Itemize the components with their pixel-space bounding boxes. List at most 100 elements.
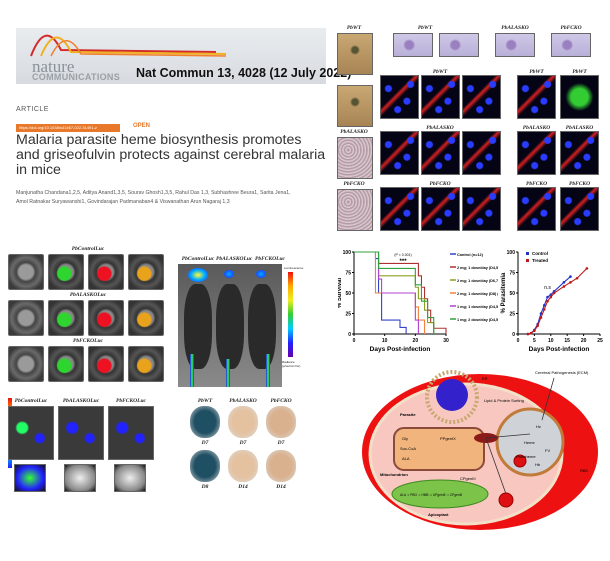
data-point-1 xyxy=(526,332,530,336)
brain-photo xyxy=(266,406,296,438)
mechanism-diagram: ER Parasite Mitochondrion Apicoplast FV … xyxy=(362,370,598,530)
he-image xyxy=(393,33,433,57)
fluorescence-label: PbWT xyxy=(572,69,587,75)
cell-image xyxy=(8,254,44,290)
apicoplast xyxy=(391,479,489,509)
fluorescence-label: PbFCKO xyxy=(568,181,591,187)
cell-row-label: PbControlLuc xyxy=(71,246,105,252)
organ-imaging-panel: PbControlLuc PbALASKOLuc PbFCKOLuc xyxy=(8,398,180,493)
label-heme-fv: Heme xyxy=(524,440,535,445)
organ-image xyxy=(58,406,104,460)
fluorescence-image xyxy=(560,187,599,231)
y-tick-label: 50 xyxy=(509,291,515,297)
fluorescence-image xyxy=(421,131,460,175)
fluorescence-image xyxy=(517,131,556,175)
data-point-1 xyxy=(539,316,543,319)
series-line-5 xyxy=(354,251,435,334)
data-point-1 xyxy=(529,331,533,335)
data-point-1 xyxy=(575,276,579,280)
data-point-1 xyxy=(552,291,556,295)
brain-photo xyxy=(190,450,220,482)
y-axis-label: % Survival xyxy=(338,277,343,308)
open-access-badge: OPEN xyxy=(133,123,151,129)
legend-entry: Control xyxy=(532,251,548,256)
label-ala: ALA xyxy=(402,456,410,461)
brain-label: PbALASKO xyxy=(229,398,257,404)
parasitemia-chart: 0 5 10 15 20 25 0 25 50 75 100 Days Post-infection%… xyxy=(501,250,603,353)
data-point-1 xyxy=(542,308,546,311)
cell-image xyxy=(8,346,44,382)
legend-swatch xyxy=(526,259,529,262)
brain-day: D14 xyxy=(238,484,248,490)
fluorescence-image xyxy=(560,131,599,175)
legend-entry: Control (n=12) xyxy=(457,253,484,257)
x-tick-label: 0 xyxy=(353,338,356,344)
cell-image xyxy=(88,254,124,290)
food-vacuole xyxy=(495,407,565,477)
cell-image xyxy=(48,346,84,382)
histology-label: PbWT xyxy=(346,25,362,31)
ihc-image xyxy=(337,33,373,75)
data-point-1 xyxy=(569,281,572,284)
x-tick-label: 30 xyxy=(443,338,449,344)
he-label: PbFCKO xyxy=(560,25,582,31)
label-succ: Suc-CoA xyxy=(400,446,416,451)
brain-luminescence-image xyxy=(14,464,46,492)
article-type: ARTICLE xyxy=(16,106,49,113)
label-parasite: Parasite xyxy=(400,412,416,417)
fluorescence-image xyxy=(421,187,460,231)
brain-day: D14 xyxy=(276,484,286,490)
x-tick-label: 20 xyxy=(413,338,419,344)
histology-label: PbFCKO xyxy=(343,181,365,187)
fluorescence-image xyxy=(421,75,460,119)
organ-label: PbControlLuc xyxy=(14,398,48,404)
label-pathway: ALA ⇒ PBG ⇒ HMB ⇒ UPgenIII ⇒ CPgenIII xyxy=(400,493,462,497)
he-label: PbWT xyxy=(417,25,433,31)
fluorescence-image xyxy=(462,131,501,175)
fluorescence-image xyxy=(517,187,556,231)
journal-logo-nature: nature xyxy=(32,57,75,76)
brain-day: D7 xyxy=(239,440,247,446)
doi-link[interactable]: https://doi.org/10.1038/s41467-022-31491… xyxy=(16,124,120,132)
cell-image xyxy=(88,300,124,336)
data-point-0 xyxy=(562,281,566,284)
journal-banner xyxy=(16,28,326,84)
organ-image xyxy=(8,406,54,460)
data-point-0 xyxy=(546,295,549,299)
luminescence-colorbar xyxy=(288,272,293,357)
histology-panel: PbWT PbALASKO PbFCKO PbWT PbALASKO PbFCKO PbWT… xyxy=(335,25,610,237)
cell-image xyxy=(48,254,84,290)
label-cpgen: CPgenIII xyxy=(460,476,476,481)
x-axis-label: Days Post-infection xyxy=(529,346,590,353)
legend-entry: 1 mg; 1 dose/day (D4,5,6,7,8) (n=6) xyxy=(457,305,498,309)
data-point-0 xyxy=(539,312,543,315)
data-point-1 xyxy=(562,285,566,288)
data-point-1 xyxy=(585,267,589,270)
cell-row-label: PbFCKOLuc xyxy=(73,338,103,344)
brain-label: PbWT xyxy=(197,398,213,404)
brain-photo xyxy=(228,450,258,482)
scale-title: Luminescence xyxy=(284,266,304,270)
label-fv: FV xyxy=(545,448,550,453)
fluorescence-image xyxy=(560,75,599,119)
mouse-imaging-panel: PbControlLuc PbALASKOLuc PbFCKOLuc Lumin… xyxy=(178,252,314,387)
significance-stars: *** xyxy=(400,259,408,265)
data-point-0 xyxy=(569,275,572,278)
article-title: Malaria parasite heme biosynthesis promo… xyxy=(16,132,326,178)
fluorescence-label: PbFCKO xyxy=(525,181,548,187)
cell-image xyxy=(128,254,164,290)
legend-swatch xyxy=(526,252,529,255)
cell-imaging-panel: PbControlLuc PbALASKOLuc PbFCKOLuc xyxy=(8,246,168,386)
mouse-label-3: PbFCKOLuc xyxy=(255,256,285,262)
brain-luminescence-image xyxy=(114,464,146,492)
organ-label: PbFCKOLuc xyxy=(116,398,146,404)
author-list: Manjunatha Chandana1,2,5, Aditya Anand1,… xyxy=(16,189,331,207)
histology-label: PbALASKO xyxy=(340,129,368,135)
y-tick-label: 25 xyxy=(509,312,515,318)
ihc-image xyxy=(337,189,373,231)
y-tick-label: 50 xyxy=(345,291,351,297)
legend-entry: 2 mg; 1 dose/day (D8) (n=6) xyxy=(457,292,498,296)
label-ppix: PPgenIX xyxy=(440,436,456,441)
x-tick-label: 0 xyxy=(517,338,520,344)
y-tick-label: 100 xyxy=(507,250,516,256)
